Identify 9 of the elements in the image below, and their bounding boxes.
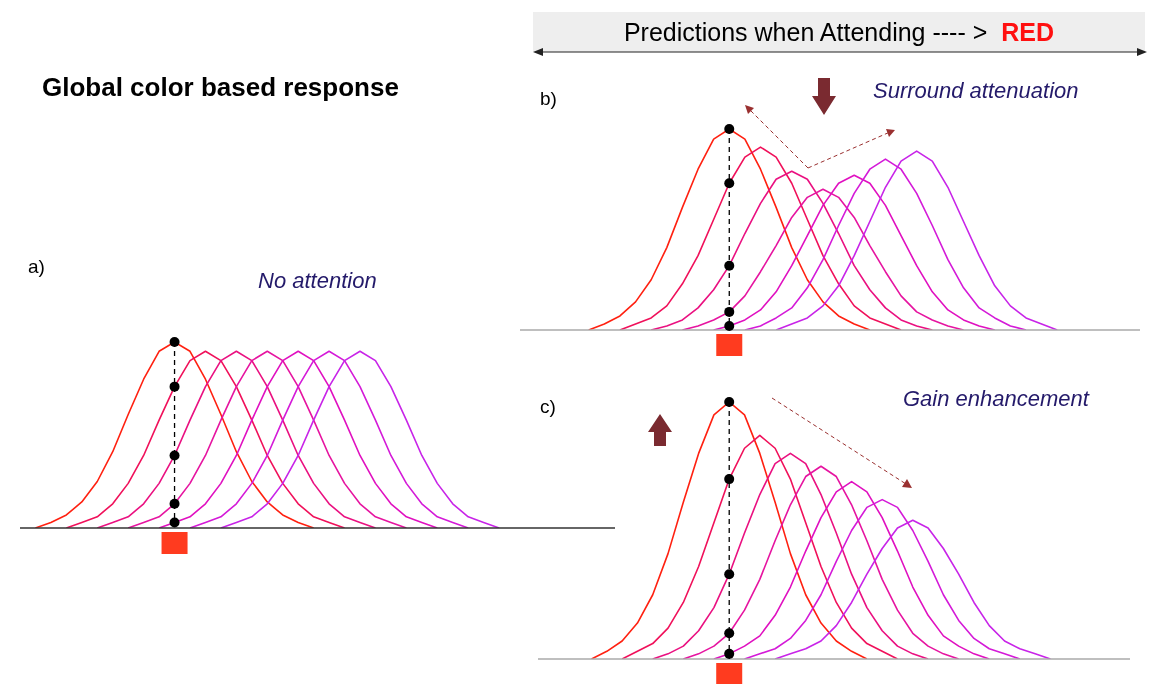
text: c) <box>540 396 556 418</box>
text: b) <box>540 88 557 110</box>
chart-title: Global color based response <box>42 72 399 103</box>
text: a) <box>28 256 45 278</box>
text: No attention <box>258 268 377 294</box>
annotation: Gain enhancement <box>903 386 1089 412</box>
chart-title: Predictions when Attending ---- > <box>623 17 988 47</box>
text: RED <box>1001 17 1055 47</box>
text: Surround attenuation <box>873 78 1079 104</box>
